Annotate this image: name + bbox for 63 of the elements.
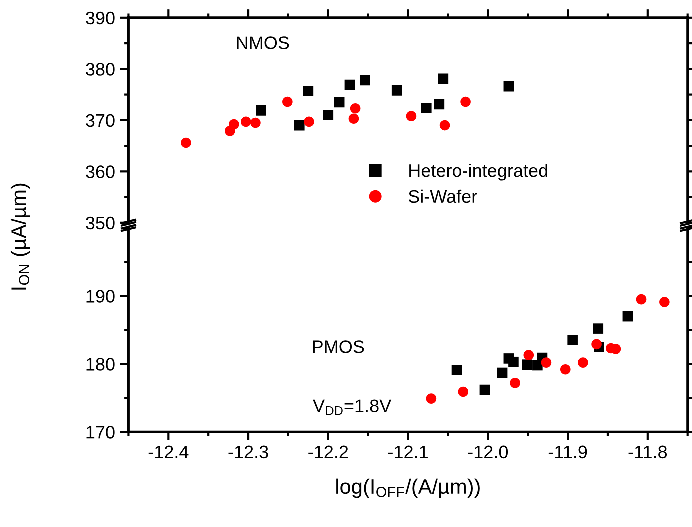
point [497, 368, 508, 378]
point [524, 350, 534, 360]
legend-label: Si-Wafer [408, 190, 478, 204]
point [578, 358, 588, 368]
point [560, 364, 571, 375]
point [282, 96, 293, 108]
legend-label: Hetero-integrated [410, 164, 548, 181]
x-tick-label: -12.3 [228, 446, 268, 459]
point [622, 311, 634, 322]
point [452, 365, 462, 376]
x-tick-label: -12.4 [148, 446, 189, 458]
point [440, 120, 450, 131]
y-tick-label: 190 [86, 290, 115, 303]
point [541, 358, 552, 368]
y-tick-label: 180 [86, 358, 115, 371]
y-tick-label: 390 [86, 12, 115, 25]
point [438, 74, 449, 84]
y-tick-label: 380 [86, 63, 115, 76]
annotation: PMOS [313, 340, 364, 354]
x-tick-label: -12.2 [308, 446, 348, 458]
x-axis-title: log(I$_{OFF}$/(A/µm)) [336, 478, 480, 498]
point [593, 324, 604, 334]
point [360, 75, 370, 86]
point [510, 378, 520, 388]
y-tick-label: 370 [86, 114, 115, 128]
point [458, 386, 469, 398]
point [229, 119, 240, 130]
y-tick-label: 170 [86, 426, 115, 439]
point [480, 384, 490, 396]
point [350, 103, 361, 114]
point [426, 394, 437, 404]
point [422, 102, 432, 114]
x-tick-label: -11.8 [628, 446, 668, 459]
point [250, 118, 261, 128]
point [294, 120, 305, 131]
annotation: NMOS [237, 36, 290, 50]
point [504, 81, 514, 92]
point [522, 360, 532, 370]
point [508, 356, 519, 368]
point [636, 294, 647, 305]
point [568, 335, 578, 346]
point [592, 339, 602, 350]
point [344, 80, 356, 90]
x-tick-label: -12.0 [468, 446, 508, 459]
y-axis-title: I$_{ON}$ (µA/µm) [10, 184, 30, 290]
point [392, 86, 402, 96]
point [460, 96, 471, 108]
x-tick-label: -11.9 [548, 446, 588, 459]
point [181, 138, 192, 148]
point [348, 114, 360, 124]
y-tick-label: 350 [86, 216, 115, 230]
point [660, 297, 670, 308]
point [323, 110, 334, 120]
point [304, 116, 314, 128]
y-tick-label: 360 [86, 166, 115, 178]
point [434, 99, 445, 110]
annotation: V$_{DD}$=1.8V [313, 400, 392, 416]
point [334, 97, 345, 108]
point [256, 106, 266, 116]
point [406, 111, 417, 122]
point [303, 86, 314, 96]
x-tick-label: -12.1 [388, 446, 428, 458]
point [240, 116, 252, 128]
